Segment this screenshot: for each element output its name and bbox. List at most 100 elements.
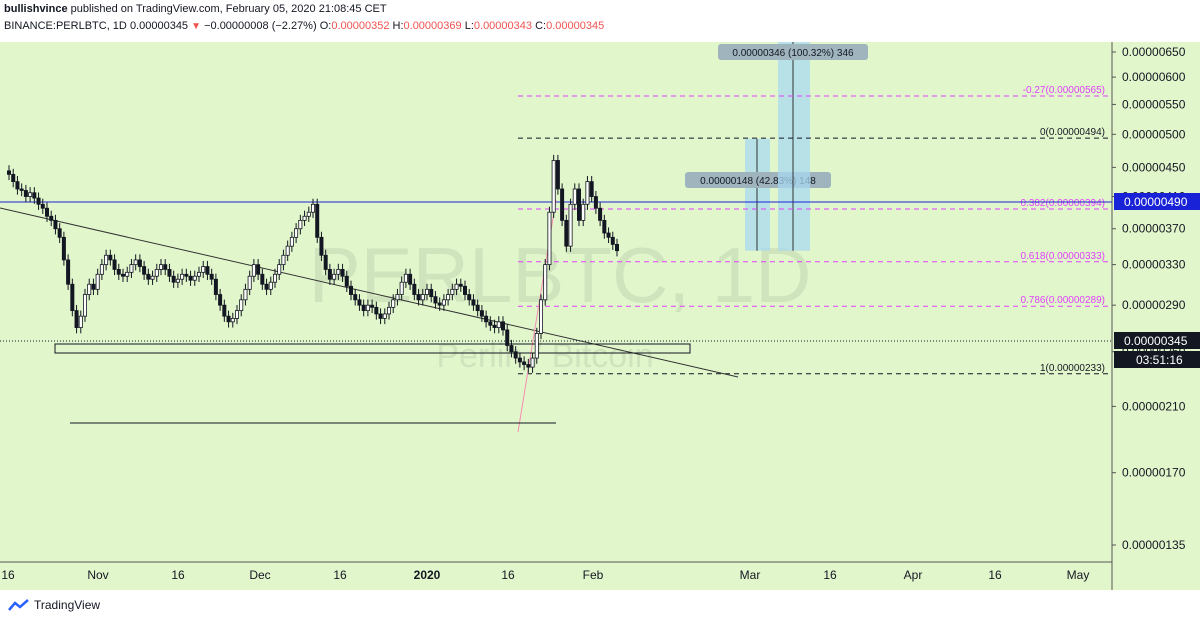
author-name[interactable]: bullishvince [4,3,68,15]
low-value: 0.00000343 [473,20,533,32]
candle-body [83,294,88,317]
price-axis[interactable] [1112,42,1200,590]
x-tick-label: Dec [249,568,270,582]
close-label: C: [535,20,547,32]
y-tick-label: 0.00000600 [1122,70,1186,84]
candle-body [509,345,514,353]
candle-body [251,264,256,277]
candle-body [167,269,172,277]
candle-body [49,215,54,221]
candle-body [437,302,442,306]
candle-body [585,181,590,205]
candle-body [272,273,277,283]
candle-body [158,264,163,270]
candle-body [146,273,151,280]
fib-level-label: 0.382(0.00000394) [1020,198,1105,209]
open-value: 0.00000352 [331,20,390,32]
candle-body [340,269,345,277]
candle-body [11,173,16,183]
candle-body [112,259,117,270]
candle-body [74,310,79,328]
candle-body [95,273,100,290]
candle-body [213,278,218,295]
support-box[interactable] [54,343,691,354]
candle-body [104,254,109,266]
high-value: 0.00000369 [403,20,462,32]
high-label: H: [392,20,404,32]
candle-body [467,294,472,301]
candle-body [306,211,311,217]
candle-body [581,203,586,221]
candle-body [526,364,531,368]
candle-body [551,160,556,213]
time-axis[interactable] [0,562,1112,590]
published-text: published on TradingView.com, February 0… [70,3,387,15]
plot-background [0,42,1112,562]
candle-body [479,310,484,317]
candle-body [517,357,522,363]
candle-body [374,306,379,315]
candle-body [129,264,134,273]
fib-level-label: 0(0.00000494) [1040,127,1105,138]
candle-body [239,299,244,312]
candle-body [458,283,463,287]
tradingview-brand[interactable]: TradingView [8,598,100,612]
trendline[interactable] [0,207,739,378]
candle-body [344,275,349,287]
chart-header: bullishvince published on TradingView.co… [0,0,1200,42]
candle-body [386,306,391,315]
candle-body [513,351,518,359]
candle-body [577,188,582,221]
x-tick-label: Apr [904,568,923,582]
x-tick-label: May [1067,568,1090,582]
candle-body [196,271,201,277]
candle-body [32,192,37,199]
x-tick-label: Feb [583,568,604,582]
candle-body [572,188,577,205]
candle-body [201,266,206,273]
candle-body [539,299,544,334]
candle-body [382,313,387,319]
candle-body [285,245,290,256]
candle-body [108,254,113,261]
countdown-tag [1114,351,1200,368]
candle-body [289,236,294,247]
candle-body [7,170,12,175]
candle-body [209,273,214,280]
candle-body [268,281,273,290]
chart-area[interactable]: PERLBTC, 1D Perlin / Bitcoin 0.00000148 … [0,32,1200,590]
open-label: O: [319,20,332,32]
candle-body [353,294,358,301]
candle-body [543,264,548,301]
candle-body [462,285,467,295]
candle-body [91,283,96,290]
candle-body [171,275,176,283]
fib-level-label: 0.618(0.00000333) [1020,251,1105,262]
candle-body [23,190,28,197]
candle-body [277,264,282,275]
candle-body [87,283,92,295]
candle-body [323,254,328,270]
y-tick-label: 0.00000500 [1122,127,1186,141]
close-value: 0.00000345 [546,20,605,32]
candle-body [53,219,58,230]
candle-body [19,188,24,191]
candle-body [471,299,476,306]
candle-body [336,269,341,275]
candle-body [429,288,434,298]
candle-body [560,188,565,221]
fib-layer: -0.27(0.00000565) 0(0.00000494) 0.382(0.00… [518,85,1110,375]
down-arrow-icon: ▼ [191,21,202,32]
price-chart[interactable]: PERLBTC, 1D Perlin / Bitcoin 0.00000148 … [0,32,1200,590]
candle-body [260,273,265,285]
candle-body [327,269,332,280]
candle-body [441,299,446,306]
y-tick-label: 0.00000370 [1122,222,1186,236]
y-tick-label: 0.00000210 [1122,399,1186,413]
candle-body [424,288,429,295]
candle-body [302,215,307,221]
candle-body [365,304,370,312]
x-tick-label: Mar [740,568,761,582]
candle-body [547,211,552,266]
candle-body [348,285,353,295]
